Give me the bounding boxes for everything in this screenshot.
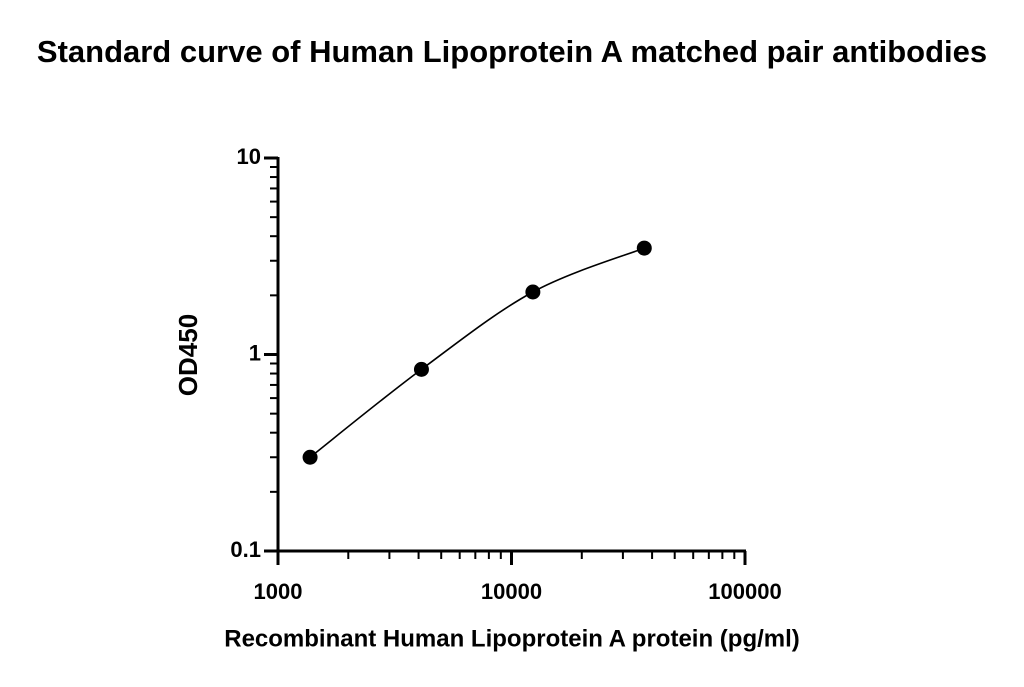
data-point	[413, 361, 429, 377]
y-tick-label: 1	[249, 340, 261, 365]
data-point	[525, 284, 541, 300]
x-tick-label: 1000	[254, 579, 303, 604]
x-axis-label: Recombinant Human Lipoprotein A protein …	[224, 625, 800, 652]
x-tick-label: 10000	[481, 579, 542, 604]
x-tick-label: 100000	[708, 579, 781, 604]
data-point	[636, 240, 652, 256]
y-tick-label: 0.1	[230, 537, 261, 562]
fit-curve	[309, 247, 645, 458]
y-axis-label: OD450	[173, 314, 203, 396]
data-point	[302, 449, 318, 465]
chart-title: Standard curve of Human Lipoprotein A ma…	[36, 34, 988, 69]
y-tick-label: 10	[237, 144, 261, 169]
